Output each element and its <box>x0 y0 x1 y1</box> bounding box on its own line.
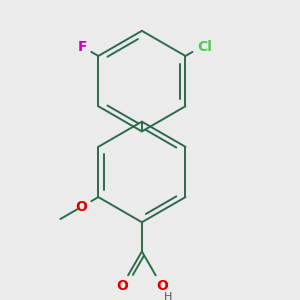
Text: O: O <box>76 200 87 214</box>
Text: H: H <box>164 292 172 300</box>
Text: F: F <box>78 40 88 54</box>
Text: O: O <box>116 279 128 293</box>
Text: Cl: Cl <box>197 40 212 54</box>
Text: O: O <box>156 279 168 293</box>
